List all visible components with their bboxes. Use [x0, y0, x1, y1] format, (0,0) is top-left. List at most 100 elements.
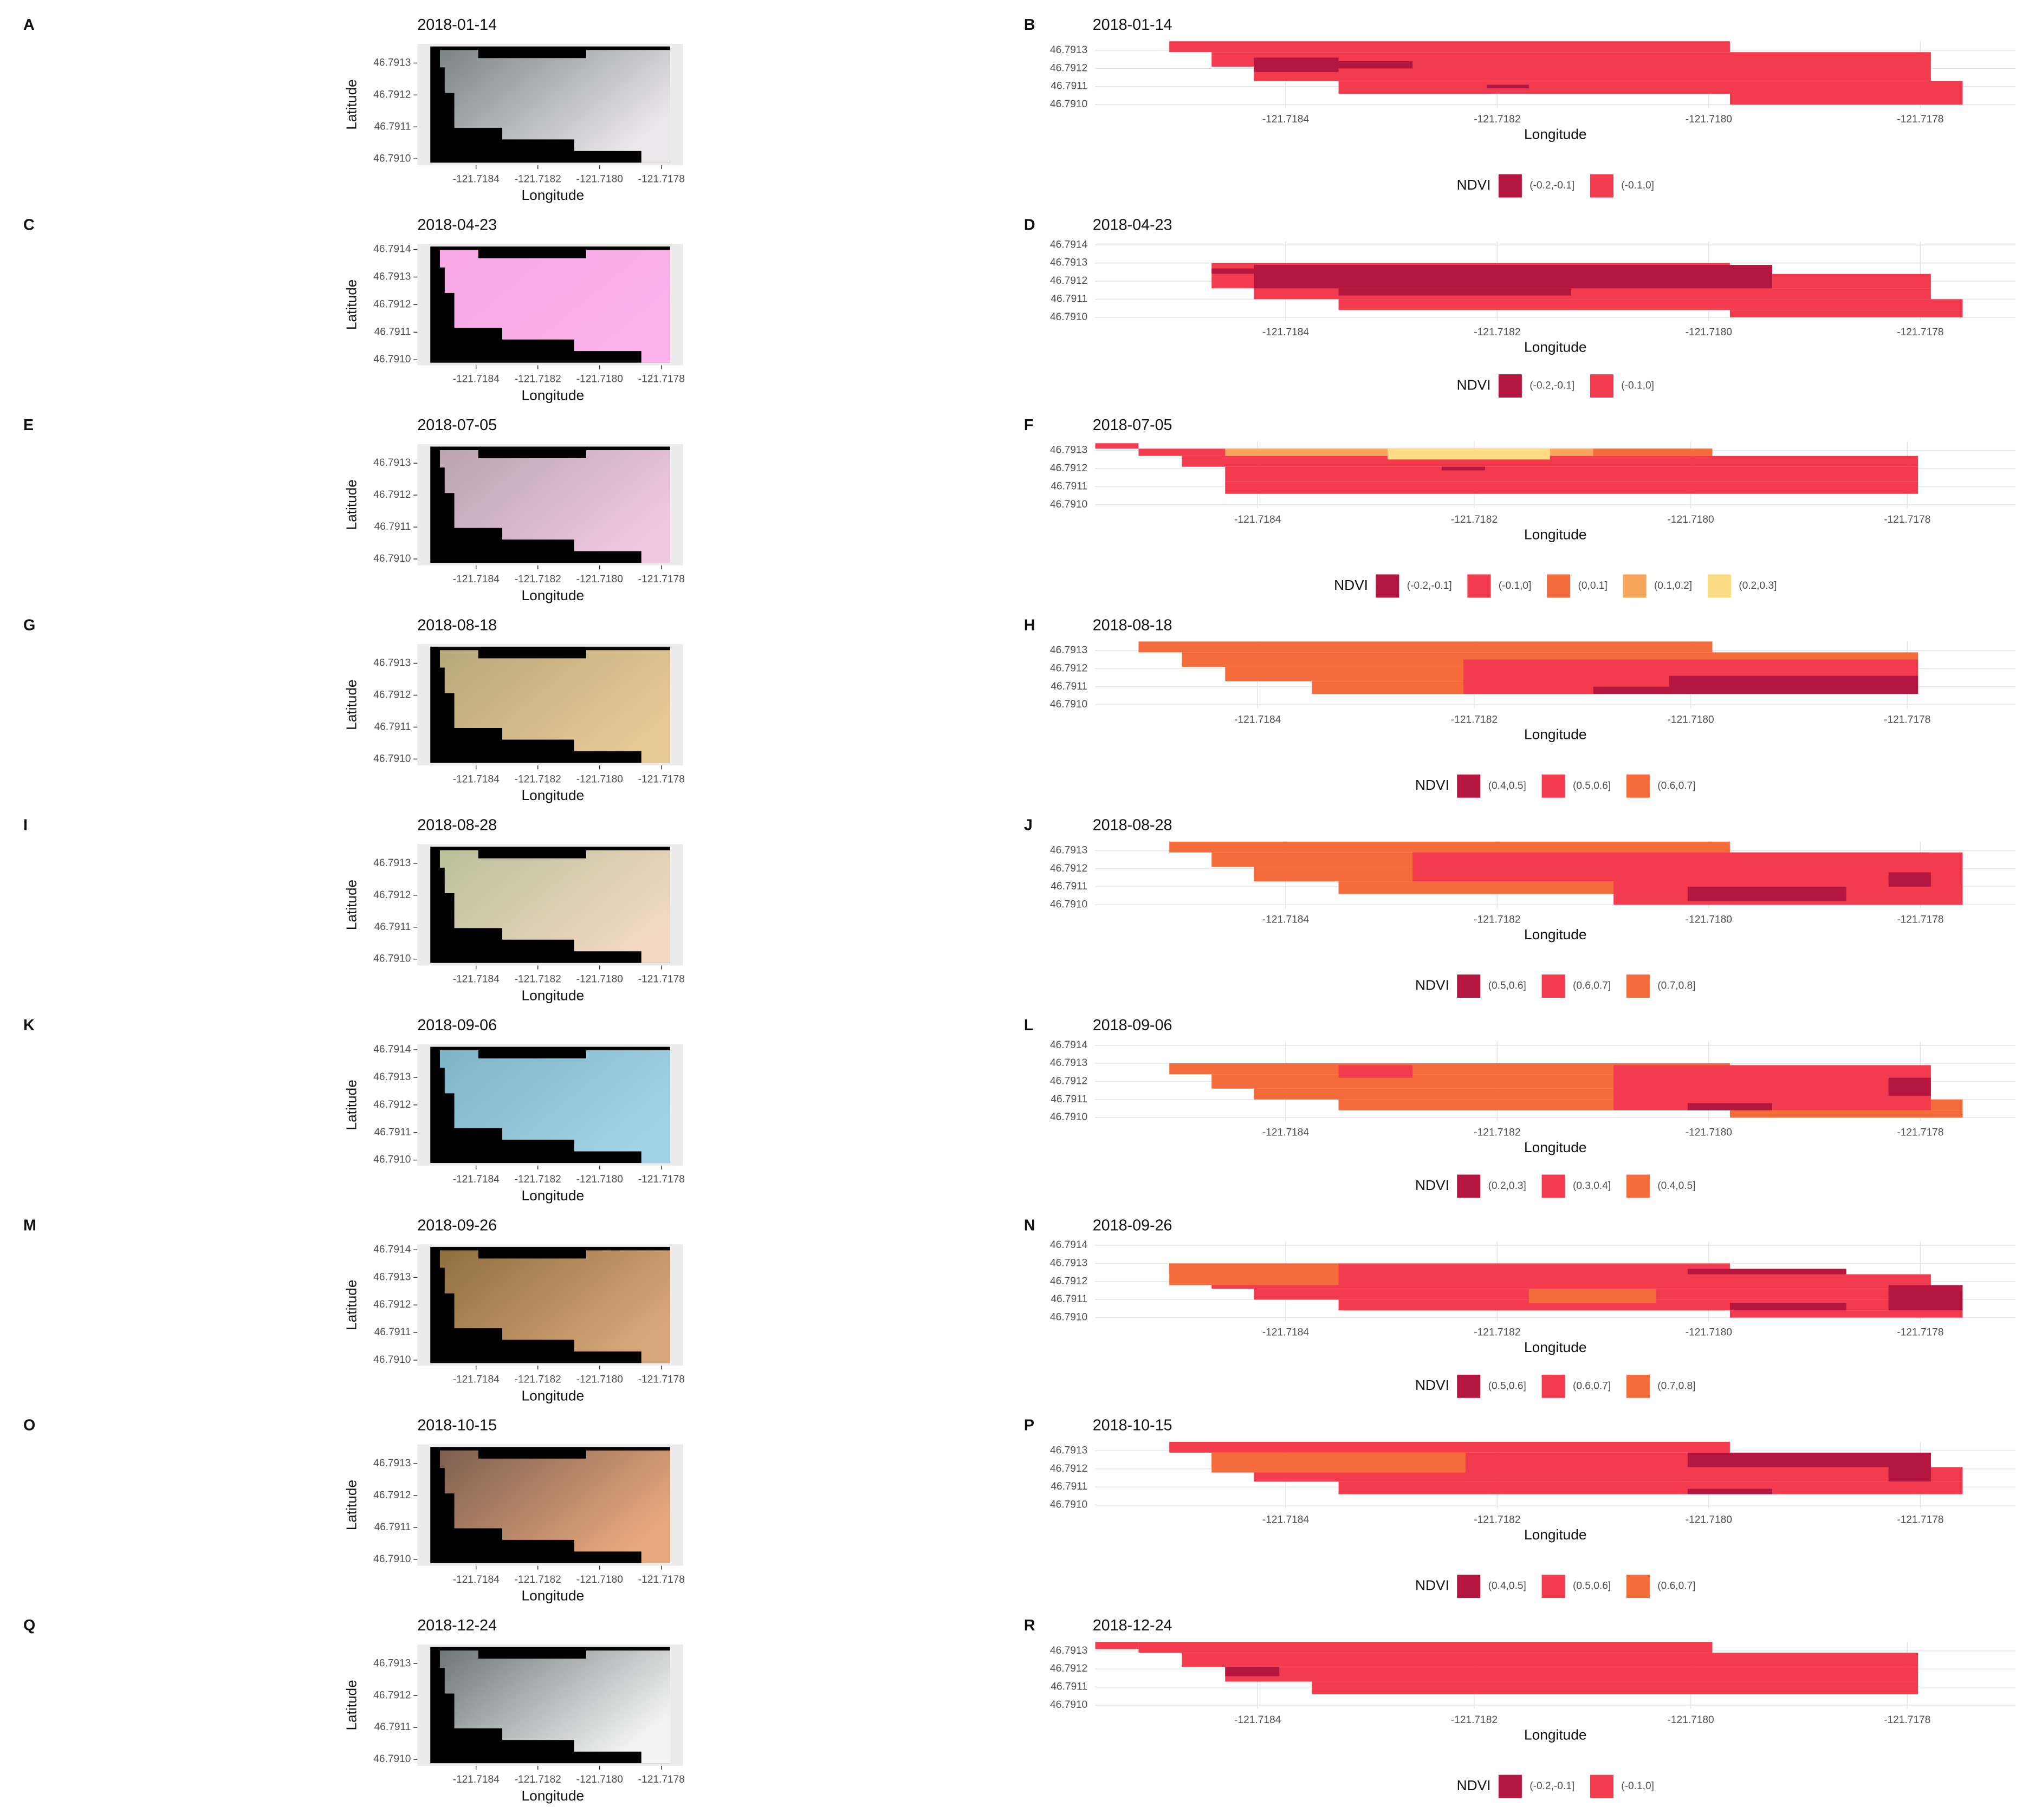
legend-key — [1457, 974, 1481, 998]
legend-title: NDVI — [1457, 376, 1491, 393]
legend-key — [1498, 174, 1522, 198]
legend-key — [1498, 1774, 1522, 1798]
ndvi-cell — [1486, 84, 1529, 88]
x-tick-label: -121.7182 — [515, 374, 561, 385]
y-tick-label: 46.7914 — [373, 244, 411, 255]
y-tick-label: 46.7913 — [373, 1271, 411, 1283]
x-tick-label: -121.7180 — [1667, 514, 1714, 525]
ndvi-cell — [1687, 887, 1846, 901]
legend-title: NDVI — [1415, 977, 1449, 993]
x-tick-label: -121.7178 — [1897, 1514, 1943, 1526]
x-tick-label: -121.7178 — [1897, 914, 1943, 926]
panel-letter: R — [1024, 1617, 1035, 1634]
legend: NDVI (0.2,0.3] (0.3,0.4] (0.4,0.5] — [1415, 1174, 1695, 1198]
y-tick-label: 46.7912 — [373, 298, 411, 310]
ndvi-cell — [1687, 1269, 1846, 1275]
y-tick-label: 46.7911 — [1051, 293, 1087, 304]
x-tick-label: -121.7178 — [1884, 514, 1930, 525]
legend-key — [1541, 774, 1565, 798]
x-tick-label: -121.7180 — [1667, 714, 1714, 725]
legend: NDVI (0.4,0.5] (0.5,0.6] (0.6,0.7] — [1415, 1575, 1695, 1598]
legend-label: (0.7,0.8] — [1657, 980, 1695, 992]
legend-key — [1457, 774, 1481, 798]
x-tick-label: -121.7184 — [1262, 1327, 1310, 1338]
panel-title: 2018-08-28 — [1093, 817, 1172, 834]
x-axis-label: Longitude — [522, 1187, 585, 1204]
panel-letter: G — [23, 616, 35, 634]
panel-letter: A — [23, 16, 35, 34]
panel-letter: N — [1024, 1217, 1035, 1234]
image-field — [439, 1050, 670, 1164]
x-tick-label: -121.7180 — [576, 1174, 623, 1185]
x-tick-label: -121.7178 — [638, 1374, 685, 1385]
ndvi-cell — [1388, 448, 1550, 460]
y-tick-label: 46.7910 — [1050, 99, 1087, 110]
panel-letter: D — [1024, 217, 1035, 234]
y-tick-label: 46.7912 — [373, 689, 411, 700]
y-tick-label: 46.7911 — [1051, 881, 1087, 892]
legend-label: (0.5,0.6] — [1573, 1581, 1611, 1592]
x-tick-label: -121.7180 — [576, 173, 623, 185]
legend-label: (0.4,0.5] — [1488, 780, 1526, 791]
ndvi-cell — [1593, 448, 1713, 456]
legend-key — [1626, 774, 1650, 798]
x-tick-label: -121.7182 — [515, 1174, 561, 1185]
x-tick-label: -121.7182 — [1474, 914, 1520, 926]
y-tick-label: 46.7913 — [373, 457, 411, 469]
x-tick-label: -121.7184 — [453, 173, 500, 185]
x-tick-label: -121.7184 — [453, 1774, 500, 1785]
x-tick-label: -121.7178 — [638, 774, 685, 785]
image-field — [439, 1250, 670, 1363]
y-tick-label: 46.7910 — [1050, 899, 1087, 911]
y-tick-label: 46.7912 — [1050, 1463, 1087, 1474]
image-field — [439, 50, 670, 163]
legend-label: (-0.2,-0.1] — [1530, 1780, 1574, 1792]
ndvi-cell — [1338, 81, 1963, 94]
x-tick-label: -121.7178 — [1884, 1714, 1930, 1726]
x-tick-label: -121.7182 — [515, 774, 561, 785]
y-tick-label: 46.7912 — [1050, 463, 1087, 474]
y-axis-label: Latitude — [344, 479, 360, 530]
legend-label: (0.4,0.5] — [1488, 1581, 1526, 1592]
ndvi-cell — [1729, 94, 1963, 105]
legend-key — [1457, 1575, 1481, 1598]
image-field — [439, 450, 670, 563]
ndvi-cell — [1687, 1488, 1772, 1494]
y-tick-label: 46.7910 — [373, 354, 411, 365]
y-axis-label: Latitude — [344, 880, 360, 930]
ndvi-cell — [1095, 1642, 1139, 1649]
x-tick-label: -121.7182 — [515, 1374, 561, 1385]
panel-letter: K — [23, 1017, 35, 1034]
x-tick-label: -121.7182 — [515, 1774, 561, 1785]
panel-letter: P — [1024, 1417, 1034, 1434]
x-axis-label: Longitude — [522, 587, 585, 603]
legend-key — [1590, 374, 1613, 398]
y-tick-label: 46.7912 — [373, 1099, 411, 1110]
ndvi-cell — [1338, 288, 1572, 296]
y-axis-label: Latitude — [344, 79, 360, 129]
y-tick-label: 46.7912 — [1050, 1076, 1087, 1087]
y-tick-label: 46.7910 — [373, 1354, 411, 1366]
legend-label: (0.1,0.2] — [1654, 580, 1692, 592]
x-tick-label: -121.7180 — [1686, 914, 1732, 926]
ndvi-cell — [1729, 1303, 1846, 1311]
y-tick-label: 46.7913 — [1050, 1645, 1087, 1656]
legend-title: NDVI — [1415, 1577, 1449, 1594]
y-tick-label: 46.7914 — [1050, 1039, 1088, 1051]
legend-key — [1541, 1575, 1565, 1598]
ndvi-cell — [1211, 1452, 1466, 1473]
y-tick-label: 46.7913 — [1050, 44, 1087, 56]
legend-key — [1707, 574, 1731, 598]
legend: NDVI (0.4,0.5] (0.5,0.6] (0.6,0.7] — [1415, 774, 1695, 798]
legend: NDVI (-0.2,-0.1] (-0.1,0] — [1457, 374, 1654, 398]
y-tick-label: 46.7911 — [374, 1721, 411, 1733]
x-tick-label: -121.7184 — [453, 1374, 500, 1385]
legend-label: (0,0.1] — [1578, 580, 1608, 592]
ndvi-cell — [1338, 1481, 1963, 1494]
x-axis-label: Longitude — [1524, 1339, 1587, 1355]
y-tick-label: 46.7911 — [374, 921, 411, 933]
x-axis-label: Longitude — [1524, 1526, 1587, 1543]
ndvi-cell — [1729, 1310, 1963, 1318]
x-tick-label: -121.7182 — [515, 173, 561, 185]
panel-title: 2018-04-23 — [417, 217, 497, 234]
